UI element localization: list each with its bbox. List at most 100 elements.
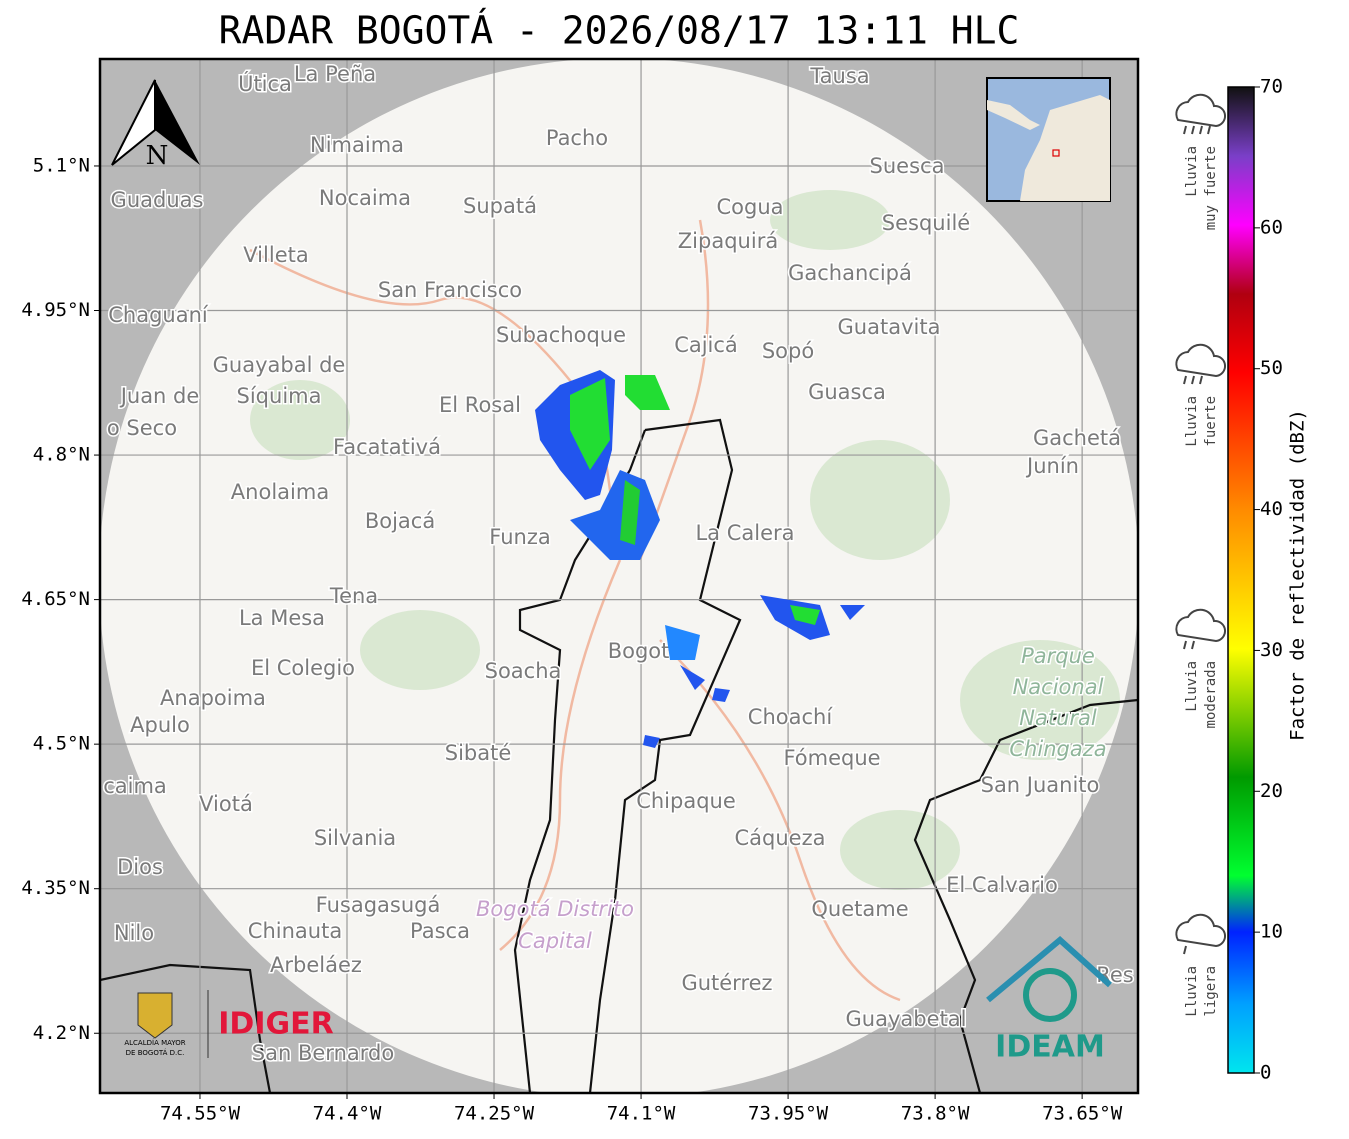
place-label: Gachetá	[1033, 426, 1121, 450]
radar-echoes	[535, 370, 865, 748]
ideam-logo: IDEAM	[986, 936, 1113, 1065]
place-label: caima	[103, 774, 167, 798]
colorbar-tick-label: 30	[1260, 639, 1283, 661]
place-label: La Peña	[294, 62, 376, 86]
place-label: Cogua	[716, 195, 783, 219]
place-label: La Mesa	[239, 606, 325, 630]
y-tick-label: 5.1°N	[33, 154, 90, 176]
rain-category-label: fuerte	[1203, 396, 1219, 447]
place-label: Anolaima	[231, 480, 329, 504]
terrain	[250, 190, 1120, 890]
inset-map	[986, 77, 1111, 202]
place-label: Junín	[1025, 454, 1079, 478]
rain-category-label: muy fuerte	[1203, 146, 1219, 230]
colorbar-tick-label: 60	[1260, 216, 1283, 238]
place-label: Bojacá	[365, 509, 435, 533]
rain-drop	[1191, 125, 1195, 135]
place-label: Chipaque	[636, 789, 736, 813]
rain-drop	[1183, 945, 1187, 955]
place-label: Silvania	[314, 826, 396, 850]
place-label: Guasca	[808, 380, 886, 404]
x-tick-label: 74.4°W	[313, 1103, 382, 1125]
colorbar-tick-label: 0	[1260, 1062, 1271, 1084]
place-label: Juan de	[119, 384, 200, 408]
north-label: N	[146, 141, 169, 171]
rain-category-label: moderada	[1203, 661, 1219, 728]
rain-icon	[1175, 913, 1226, 948]
x-tick-label: 73.95°W	[748, 1103, 829, 1125]
place-label: Choachí	[748, 705, 834, 729]
place-label: San Juanito	[981, 773, 1100, 797]
place-label: Arbeláez	[270, 953, 362, 977]
rain-drop	[1199, 125, 1203, 135]
place-label: Viotá	[199, 792, 253, 816]
place-label: La Calera	[695, 521, 794, 545]
park-label: Parque	[1021, 644, 1095, 668]
place-label: Soacha	[485, 659, 562, 683]
place-label: Chaguaní	[108, 303, 209, 327]
place-label: Facatativá	[333, 435, 441, 459]
place-label: Gachancipá	[788, 261, 912, 285]
grid	[100, 59, 1138, 1093]
colorbar-tick-label: 10	[1260, 921, 1283, 943]
place-label: Guaduas	[111, 188, 204, 212]
place-label: Quetame	[811, 897, 908, 921]
place-label: Villeta	[243, 243, 308, 267]
place-label: Suesca	[870, 154, 945, 178]
colorbar-tick-label: 40	[1260, 498, 1283, 520]
map-frame	[98, 57, 1140, 1095]
place-label: Sopó	[762, 339, 814, 363]
rain-icon	[1175, 93, 1226, 128]
colorbar-tick-label: 20	[1260, 780, 1283, 802]
rain-category-label: Lluvia	[1184, 396, 1200, 447]
rain-category-label: Lluvia	[1184, 146, 1200, 197]
idiger-logo: IDIGER	[218, 1007, 333, 1042]
ideam-text: IDEAM	[995, 1030, 1105, 1065]
y-tick-label: 4.95°N	[21, 299, 90, 321]
place-label: Anapoima	[160, 686, 266, 710]
place-label: Guayabetal	[846, 1007, 967, 1031]
district-label: Bogotá Distrito	[476, 897, 634, 921]
x-tick-label: 73.8°W	[901, 1103, 970, 1125]
title: RADAR BOGOTÁ - 2026/08/17 13:11 HLC	[219, 9, 1020, 53]
rain-category-label: Lluvia	[1184, 661, 1200, 712]
x-tick-label: 74.25°W	[454, 1103, 535, 1125]
place-label: Tausa	[809, 64, 869, 88]
place-label: Nimaima	[310, 133, 404, 157]
x-tick-label: 73.65°W	[1042, 1103, 1123, 1125]
rain-category-label: ligera	[1203, 966, 1219, 1017]
place-label: Gutérrez	[681, 971, 772, 995]
logo-text: ALCALDÍA MAYOR	[124, 1038, 185, 1047]
alcaldia-logo: ALCALDÍA MAYOR DE BOGOTÁ D.C.	[124, 990, 209, 1058]
place-label: Apulo	[130, 713, 190, 737]
place-label: o Seco	[107, 416, 177, 440]
y-tick-label: 4.65°N	[21, 588, 90, 610]
rain-drop	[1183, 375, 1187, 385]
rain-drop	[1183, 640, 1187, 650]
district-label: Capital	[518, 929, 592, 953]
place-label: Supatá	[463, 194, 537, 218]
place-label: El Colegio	[251, 656, 355, 680]
place-label: Zipaquirá	[678, 229, 778, 253]
rain-drop	[1199, 375, 1203, 385]
rain-icon	[1175, 343, 1226, 378]
rain-drop	[1207, 125, 1211, 135]
place-label: Cajicá	[674, 333, 738, 357]
park-label: Nacional	[1013, 675, 1104, 699]
colorbar-axis: 0 10 20 30 40 50 60 70	[1254, 76, 1283, 1084]
axes: 74.55°W 74.4°W 74.25°W 74.1°W 73.95°W 73.8°W 7…	[21, 154, 1122, 1124]
map-area: Útica La Peña Tausa Pacho Nimaima Nocaima Supa…	[100, 59, 1138, 1093]
logo-text: DE BOGOTÁ D.C.	[126, 1048, 185, 1057]
rain-drop	[1191, 640, 1195, 650]
place-label: Pacho	[546, 126, 608, 150]
place-label: Subachoque	[496, 323, 626, 347]
place-label: San Francisco	[378, 278, 522, 302]
y-tick-label: 4.35°N	[21, 877, 90, 899]
place-label: Fusagasugá	[316, 893, 441, 917]
rain-category-label: Lluvia	[1184, 966, 1200, 1017]
rain-drop	[1183, 125, 1187, 135]
place-label: Cáqueza	[735, 826, 826, 850]
place-label: Síquima	[237, 384, 322, 408]
place-label: Pasca	[410, 919, 470, 943]
